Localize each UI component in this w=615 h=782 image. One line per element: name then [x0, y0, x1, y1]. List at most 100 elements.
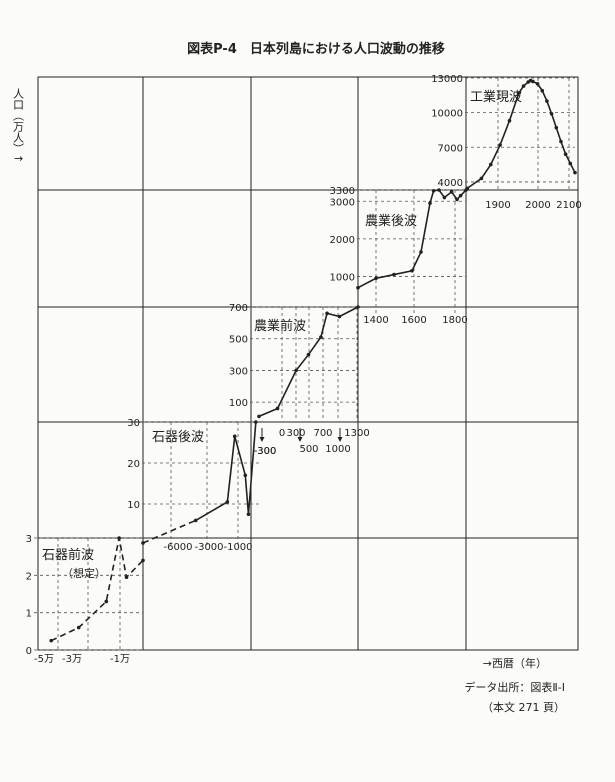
industrial-point-3 [498, 143, 502, 147]
stone_age_late-point-5 [246, 512, 251, 517]
industrial-point-9 [531, 79, 535, 84]
x-axis-label: →西暦（年） [483, 656, 547, 670]
agri_late-point-11 [458, 193, 463, 198]
stone_age_early-line [50, 537, 144, 642]
agri_early-ytick-label: 100 [229, 398, 248, 409]
industrial-point-2 [488, 162, 493, 167]
source-line-1: データ出所：図表Ⅱ-Ⅰ [464, 680, 565, 694]
tick-arrowhead-2 [337, 437, 343, 442]
stone_age_late-xtick-label: -6000 [163, 542, 192, 553]
agri_late-xtick-label: 1800 [442, 315, 467, 326]
agri_early-label: 農業前波 [254, 318, 306, 334]
agri_late-point-6 [431, 188, 436, 193]
industrial-point-1 [479, 176, 484, 181]
industrial-point-12 [545, 99, 549, 103]
agri_early-ytick-label: 700 [229, 303, 248, 314]
plot-frame [37, 76, 579, 651]
agri_early-xtick-label: 300 [286, 428, 305, 439]
agri_early-point-0 [257, 414, 261, 419]
industrial-ytick-label: 7000 [438, 143, 463, 154]
agri_early-xtick-label: 1000 [325, 444, 350, 455]
agri_late-point-9 [449, 190, 454, 194]
series-points [49, 78, 577, 643]
stone_age_late-point-0 [141, 541, 145, 545]
agri_early-xtick-label: 0 [279, 428, 285, 439]
industrial-xtick-label: 2000 [525, 200, 550, 211]
agri_early-point-5 [325, 311, 329, 316]
agri_late-point-3 [410, 268, 414, 273]
agri_early-xtick-label: 700 [313, 428, 332, 439]
agri_early-point-7 [356, 305, 360, 309]
agri_early-point-4 [319, 335, 323, 339]
industrial-point-6 [521, 84, 526, 88]
series-lines [50, 79, 576, 642]
stone_age_late-line-dashed [142, 519, 197, 544]
industrial-point-16 [563, 152, 568, 157]
tick-arrowhead-0 [259, 437, 265, 442]
stone_age_early-point-2 [104, 599, 109, 604]
chart-title: 図表P-4 日本列島における人口波動の推移 [187, 41, 445, 57]
agri_early-xtick-label: 1300 [344, 428, 369, 439]
stone_age_early-label: 石器前波 [42, 547, 94, 563]
agri_late-ytick-label: 1000 [330, 272, 355, 283]
industrial-xtick-label: 1900 [485, 200, 510, 211]
agri_early-ytick-label: 500 [229, 335, 248, 346]
stone_age_early-xtick-label: -3万 [62, 654, 82, 665]
agri_late-point-10 [455, 197, 459, 202]
agri_early-xtick-label: -300 [254, 446, 277, 457]
industrial-point-15 [559, 139, 563, 144]
agri_late-point-8 [442, 195, 447, 200]
y-axis-label: 人口（万人）↑ [12, 88, 25, 164]
stone_age_early-point-1 [76, 625, 81, 630]
agri_late-point-4 [419, 250, 423, 254]
tick-labels: 0 1 2 3 -5万 -3万 -1万 10 20 30 -6000 -3000 -1000 -300 10… [26, 74, 582, 665]
agri_early-ytick-label: 300 [229, 366, 248, 377]
agri_late-point-7 [437, 188, 441, 192]
industrial-ytick-label: 4000 [438, 178, 463, 189]
stone_age_late-ytick-label: 30 [127, 418, 140, 429]
agri_late-ytick-label: 3000 [330, 197, 355, 208]
stone_age_late-ytick-label: 10 [127, 500, 140, 511]
stone_age_late-xtick-label: -3000 [194, 542, 223, 553]
agri_late-xtick-label: 1600 [401, 315, 426, 326]
agri_late-xtick-label: 1400 [363, 315, 388, 326]
stone_age_late-point-2 [225, 500, 230, 504]
stone_age_early-sublabel: （想定） [62, 566, 106, 580]
industrial-point-0 [465, 186, 470, 191]
stone_age_early-point-4 [124, 575, 129, 579]
stone_age_late-ytick-label: 20 [127, 459, 140, 470]
industrial-point-11 [540, 88, 545, 93]
agri_early-point-2 [294, 368, 298, 373]
industrial-ytick-label: 10000 [431, 109, 463, 120]
industrial-point-13 [549, 111, 554, 116]
stone_age_early-point-5 [141, 558, 145, 563]
tick-arrowhead-1 [297, 437, 303, 442]
agri_late-point-0 [356, 285, 360, 290]
stone_age_late-point-4 [243, 473, 248, 478]
stone_age_early-xtick-label: -5万 [34, 654, 54, 665]
agri_early-point-6 [337, 314, 342, 319]
agri_early-xtick-label: 500 [299, 444, 318, 455]
industrial-ytick-label: 13000 [431, 74, 463, 85]
era-labels: 石器前波 （想定） 石器後波 農業前波 農業後波 工業現波 [42, 89, 522, 580]
stone_age_early-ytick-label: 1 [26, 609, 32, 620]
agri_early-line [258, 306, 359, 418]
stone_age_early-ytick-label: 3 [26, 534, 32, 545]
agri_late-point-5 [428, 201, 432, 205]
industrial-xtick-label: 2100 [556, 200, 581, 211]
stone_age_early-ytick-label: 0 [26, 646, 32, 657]
stone_age_late-point-3 [232, 434, 237, 439]
industrial-point-5 [517, 91, 521, 95]
stone_age_late-line [195, 421, 257, 522]
agri_late-point-1 [374, 276, 378, 281]
agri_late-ytick-label: 2000 [330, 235, 355, 246]
stone_age_early-ytick-label: 2 [26, 571, 32, 582]
stone_age_late-label: 石器後波 [152, 430, 204, 445]
agri_early-point-1 [275, 406, 280, 411]
stone_age_late-xtick-label: -300 [254, 446, 277, 457]
stone_age_early-point-3 [117, 536, 121, 540]
industrial-point-14 [554, 125, 559, 130]
agri_early-point-3 [306, 352, 311, 357]
